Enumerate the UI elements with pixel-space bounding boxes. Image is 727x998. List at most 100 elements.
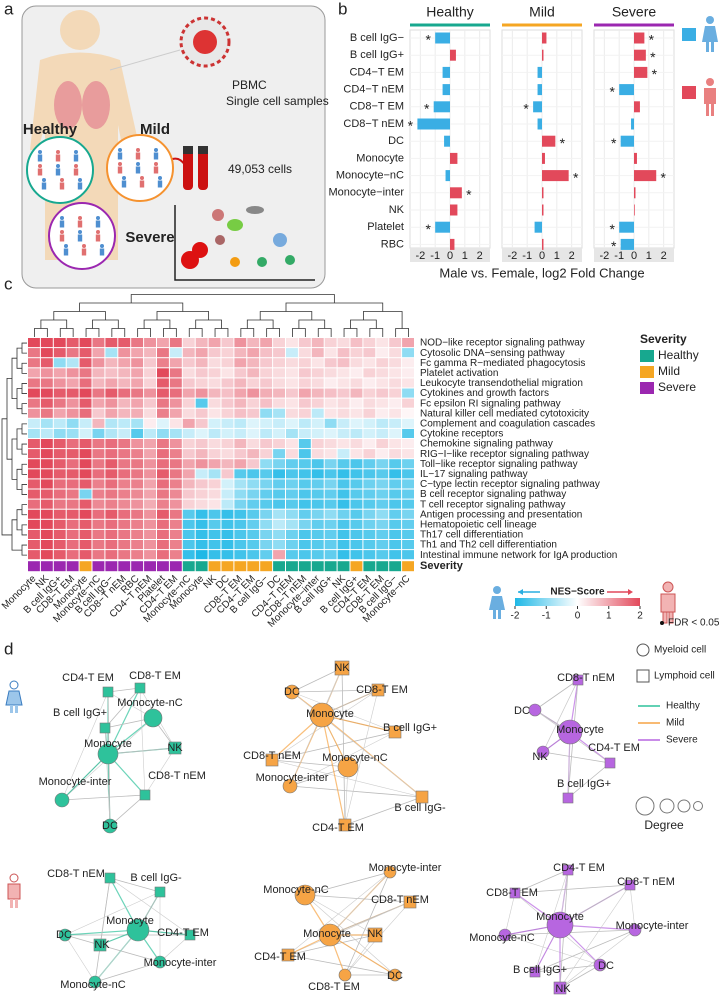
bar	[620, 135, 634, 147]
node-label: CD4-T EM	[588, 742, 640, 754]
heatmap-cell	[105, 358, 118, 368]
network-edge	[61, 691, 109, 801]
group-label: Severe	[125, 229, 174, 246]
severity-cell	[28, 561, 40, 572]
heatmap-cell	[118, 509, 131, 519]
heatmap-cell	[234, 469, 247, 479]
heatmap-cell	[402, 368, 414, 378]
person-head	[100, 244, 104, 248]
heatmap-cell	[144, 398, 156, 408]
heatmap-cell	[40, 408, 53, 418]
heatmap-cell	[221, 489, 234, 499]
dendrogram	[16, 388, 22, 410]
network-node	[99, 722, 111, 734]
row-label: T cell receptor signaling pathway	[420, 499, 565, 510]
heatmap-cell	[350, 378, 363, 388]
heatmap-cell	[324, 398, 337, 408]
network-edge	[304, 871, 391, 896]
heatmap-cell	[273, 418, 285, 428]
network-node	[536, 745, 550, 759]
heatmap-cell	[169, 358, 182, 368]
network-edge	[344, 871, 391, 976]
heatmap-cell	[92, 509, 105, 519]
heatmap-cell	[221, 499, 234, 509]
network-edge	[344, 689, 379, 826]
heatmap-cell	[182, 469, 195, 479]
heatmap-cell	[234, 418, 247, 428]
panel-label: b	[338, 0, 347, 18]
heatmap-cell	[324, 519, 337, 529]
heatmap-cell	[66, 338, 79, 348]
heatmap-cell	[28, 388, 40, 398]
heatmap-cell	[105, 398, 118, 408]
network-edge	[144, 747, 176, 796]
network-node	[383, 865, 397, 879]
heatmap-cell	[311, 408, 324, 418]
heatmap-cell	[169, 378, 182, 388]
heatmap-cell	[337, 439, 350, 449]
heatmap-cell	[79, 529, 92, 539]
heatmap-cell	[273, 428, 285, 438]
heatmap-cell	[131, 489, 144, 499]
person-head	[78, 216, 82, 220]
significance-marker: *	[650, 49, 656, 65]
heatmap-cell	[92, 378, 105, 388]
network-edge	[534, 964, 601, 973]
dendrogram	[16, 468, 22, 490]
person-head	[96, 216, 100, 220]
x-tick-label: -2	[599, 250, 609, 262]
person-head	[56, 150, 60, 154]
network-node	[509, 887, 521, 899]
heatmap-cell	[195, 418, 208, 428]
fdr-label: FDR < 0.05	[668, 618, 720, 629]
dendrogram	[188, 328, 203, 337]
heatmap-cell	[298, 540, 311, 550]
heatmap-cell	[260, 540, 273, 550]
severity-cell	[402, 561, 414, 572]
heatmap-cell	[118, 459, 131, 469]
significance-marker: *	[609, 83, 615, 99]
node-label: B cell IgG+	[557, 778, 611, 790]
heatmap-cell	[221, 449, 234, 459]
heatmap-cell	[79, 459, 92, 469]
heatmap-cell	[247, 529, 260, 539]
heatmap-cell	[131, 428, 144, 438]
heatmap-cell	[247, 449, 260, 459]
severity-cell	[286, 561, 298, 572]
heatmap-cell	[105, 469, 118, 479]
heatmap-cell	[28, 519, 40, 529]
bar	[634, 66, 648, 78]
heatmap-cell	[131, 368, 144, 378]
heatmap-cell	[376, 550, 389, 560]
heatmap-cell	[311, 368, 324, 378]
heatmap-cell	[28, 489, 40, 499]
heatmap-cell	[286, 540, 298, 550]
heatmap-cell	[273, 439, 285, 449]
heatmap-cell	[118, 499, 131, 509]
network-node	[102, 686, 114, 698]
heatmap-cell	[260, 439, 273, 449]
heatmap-cell	[324, 449, 337, 459]
network-node	[553, 981, 567, 995]
node-label: Monocyte	[306, 708, 354, 720]
heatmap-cell	[363, 509, 376, 519]
heatmap-cell	[324, 408, 337, 418]
heatmap-cell	[195, 509, 208, 519]
dendrogram	[195, 319, 222, 329]
node-label: NK	[367, 928, 383, 940]
node-label: CD8-T EM	[129, 670, 181, 682]
node-label: CD8-T nEM	[617, 876, 675, 888]
bar	[634, 32, 645, 44]
x-tick-label: -1	[522, 250, 532, 262]
heatmap-cell	[221, 388, 234, 398]
row-label: NOD−like receptor signaling pathway	[420, 338, 585, 349]
heatmap-cell	[234, 489, 247, 499]
heatmap-cell	[118, 519, 131, 529]
heatmap-cell	[195, 368, 208, 378]
severity-cell	[53, 561, 66, 572]
heatmap-cell	[286, 418, 298, 428]
person-body	[41, 182, 47, 190]
heatmap-cell	[350, 449, 363, 459]
row-label: Platelet activation	[420, 368, 498, 379]
legend-label: Mild	[658, 364, 680, 378]
